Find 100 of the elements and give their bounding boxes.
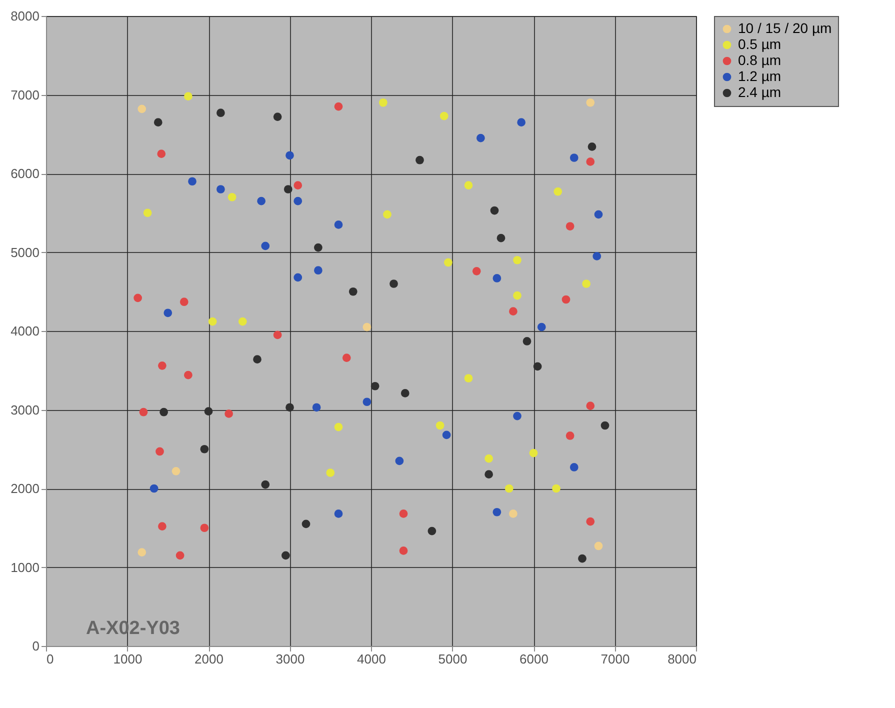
point [362, 398, 372, 406]
point [586, 517, 595, 526]
point [509, 510, 518, 518]
point [253, 355, 262, 364]
point [586, 402, 595, 410]
point [138, 104, 146, 114]
y-tick-label: 4000 [10, 324, 40, 338]
point [158, 361, 166, 370]
point [566, 432, 574, 440]
point [326, 468, 335, 477]
y-tick-label: 6000 [10, 166, 40, 181]
point [484, 454, 493, 463]
point [273, 112, 282, 121]
point [496, 234, 506, 242]
point [464, 181, 473, 190]
x-tick-label: 5000 [438, 652, 468, 666]
point [282, 551, 290, 560]
point [160, 408, 168, 416]
point [594, 542, 603, 550]
legend-label: 2.4 µm [738, 84, 782, 100]
point [334, 422, 343, 432]
point [504, 484, 514, 493]
point [261, 480, 270, 489]
y-tick-label: 1000 [10, 560, 40, 575]
point [348, 287, 358, 296]
point [172, 467, 180, 476]
point [537, 322, 546, 332]
point [586, 98, 595, 107]
legend-label: 1.2 µm [738, 68, 782, 84]
y-tick-label: 3000 [10, 402, 40, 418]
point [154, 118, 162, 126]
point [464, 374, 473, 382]
point [294, 273, 302, 282]
y-tick-label: 0 [32, 638, 40, 654]
legend-label: 0.8 µm [738, 52, 782, 68]
x-tick-label: 4000 [357, 652, 386, 666]
point [436, 421, 444, 430]
point [428, 526, 436, 536]
x-tick-label: 3000 [276, 652, 305, 666]
point [184, 92, 192, 100]
point [594, 210, 603, 219]
point [156, 447, 164, 456]
point [570, 463, 578, 472]
point [294, 181, 302, 190]
point [164, 308, 172, 318]
point [416, 156, 424, 164]
point [200, 524, 209, 532]
point [138, 548, 146, 556]
point [228, 192, 236, 202]
legend-label: 10 / 15 / 20 µm [738, 20, 832, 36]
point [188, 177, 196, 186]
y-tick-label: 2000 [10, 481, 40, 496]
point [334, 102, 343, 111]
point [139, 408, 148, 416]
point [517, 118, 526, 126]
point [570, 154, 578, 162]
point [399, 546, 408, 555]
point [286, 403, 294, 412]
point [484, 470, 493, 478]
point [476, 134, 485, 142]
point [522, 337, 532, 346]
x-tick-label: 7000 [600, 652, 630, 666]
point [554, 187, 562, 196]
point [157, 150, 166, 158]
point [472, 266, 481, 276]
point [334, 510, 343, 518]
point [578, 554, 586, 563]
point [312, 403, 321, 412]
point [362, 322, 372, 332]
point [370, 382, 380, 390]
point [390, 280, 398, 288]
point [286, 151, 294, 160]
point [513, 256, 522, 264]
point [204, 407, 213, 416]
x-tick-label: 0 [46, 652, 54, 666]
point [529, 448, 538, 458]
y-tick-label: 8000 [10, 8, 40, 24]
point [492, 508, 502, 516]
point [134, 294, 142, 302]
point [224, 410, 233, 418]
point [440, 112, 448, 120]
x-tick-label: 1000 [113, 652, 142, 666]
point [176, 551, 184, 560]
point [261, 242, 270, 250]
point [238, 317, 247, 326]
point [490, 206, 499, 215]
point [552, 484, 560, 493]
point [200, 444, 209, 454]
legend-label: 0.5 µm [738, 36, 782, 52]
point [216, 185, 225, 194]
x-tick-label: 2000 [194, 652, 224, 666]
point [600, 421, 610, 430]
point [566, 222, 574, 230]
point [588, 142, 596, 151]
point [342, 354, 351, 362]
point [533, 362, 542, 371]
point [257, 196, 266, 206]
point [216, 108, 225, 118]
point [284, 185, 292, 194]
point [150, 484, 158, 493]
